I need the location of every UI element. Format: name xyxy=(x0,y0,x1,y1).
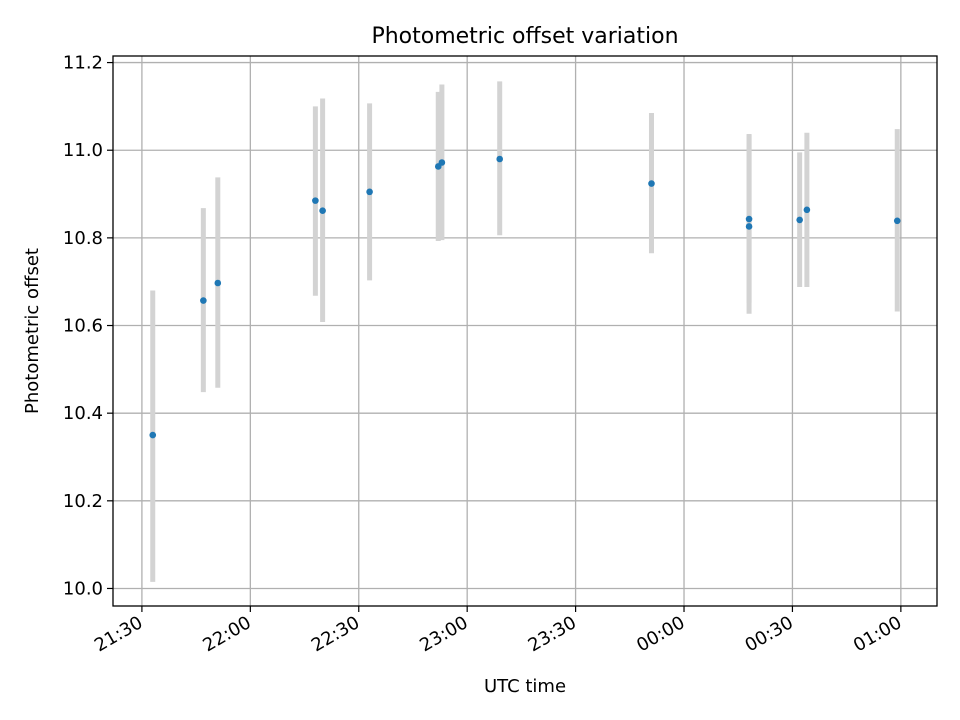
chart-title: Photometric offset variation xyxy=(371,24,678,49)
y-tick-label: 11.2 xyxy=(63,53,103,74)
data-points xyxy=(149,155,901,439)
data-point xyxy=(648,180,655,187)
data-point xyxy=(745,223,753,230)
data-point xyxy=(319,207,326,215)
y-tick-label: 10.8 xyxy=(63,228,103,249)
data-point xyxy=(803,206,811,214)
y-tick-label: 10.2 xyxy=(63,491,103,512)
plot-frame xyxy=(112,55,938,607)
data-point xyxy=(893,217,901,225)
y-axis-ticks: 10.0 10.2 10.4 10.6 10.8 11.0 11.2 xyxy=(63,53,113,599)
data-point xyxy=(796,216,803,224)
data-point xyxy=(366,188,373,196)
y-tick-label: 10.4 xyxy=(63,403,103,424)
y-tick-label: 11.0 xyxy=(63,140,103,161)
data-point xyxy=(312,197,319,204)
data-point xyxy=(149,431,157,439)
y-axis-label: Photometric offset xyxy=(22,248,43,414)
data-point xyxy=(496,155,504,163)
data-point xyxy=(214,279,222,287)
data-point xyxy=(745,215,753,223)
y-tick-label: 10.0 xyxy=(63,578,103,599)
x-axis-label: UTC time xyxy=(484,676,566,697)
data-point xyxy=(200,297,207,304)
y-tick-label: 10.6 xyxy=(63,316,103,337)
data-point xyxy=(438,159,446,166)
